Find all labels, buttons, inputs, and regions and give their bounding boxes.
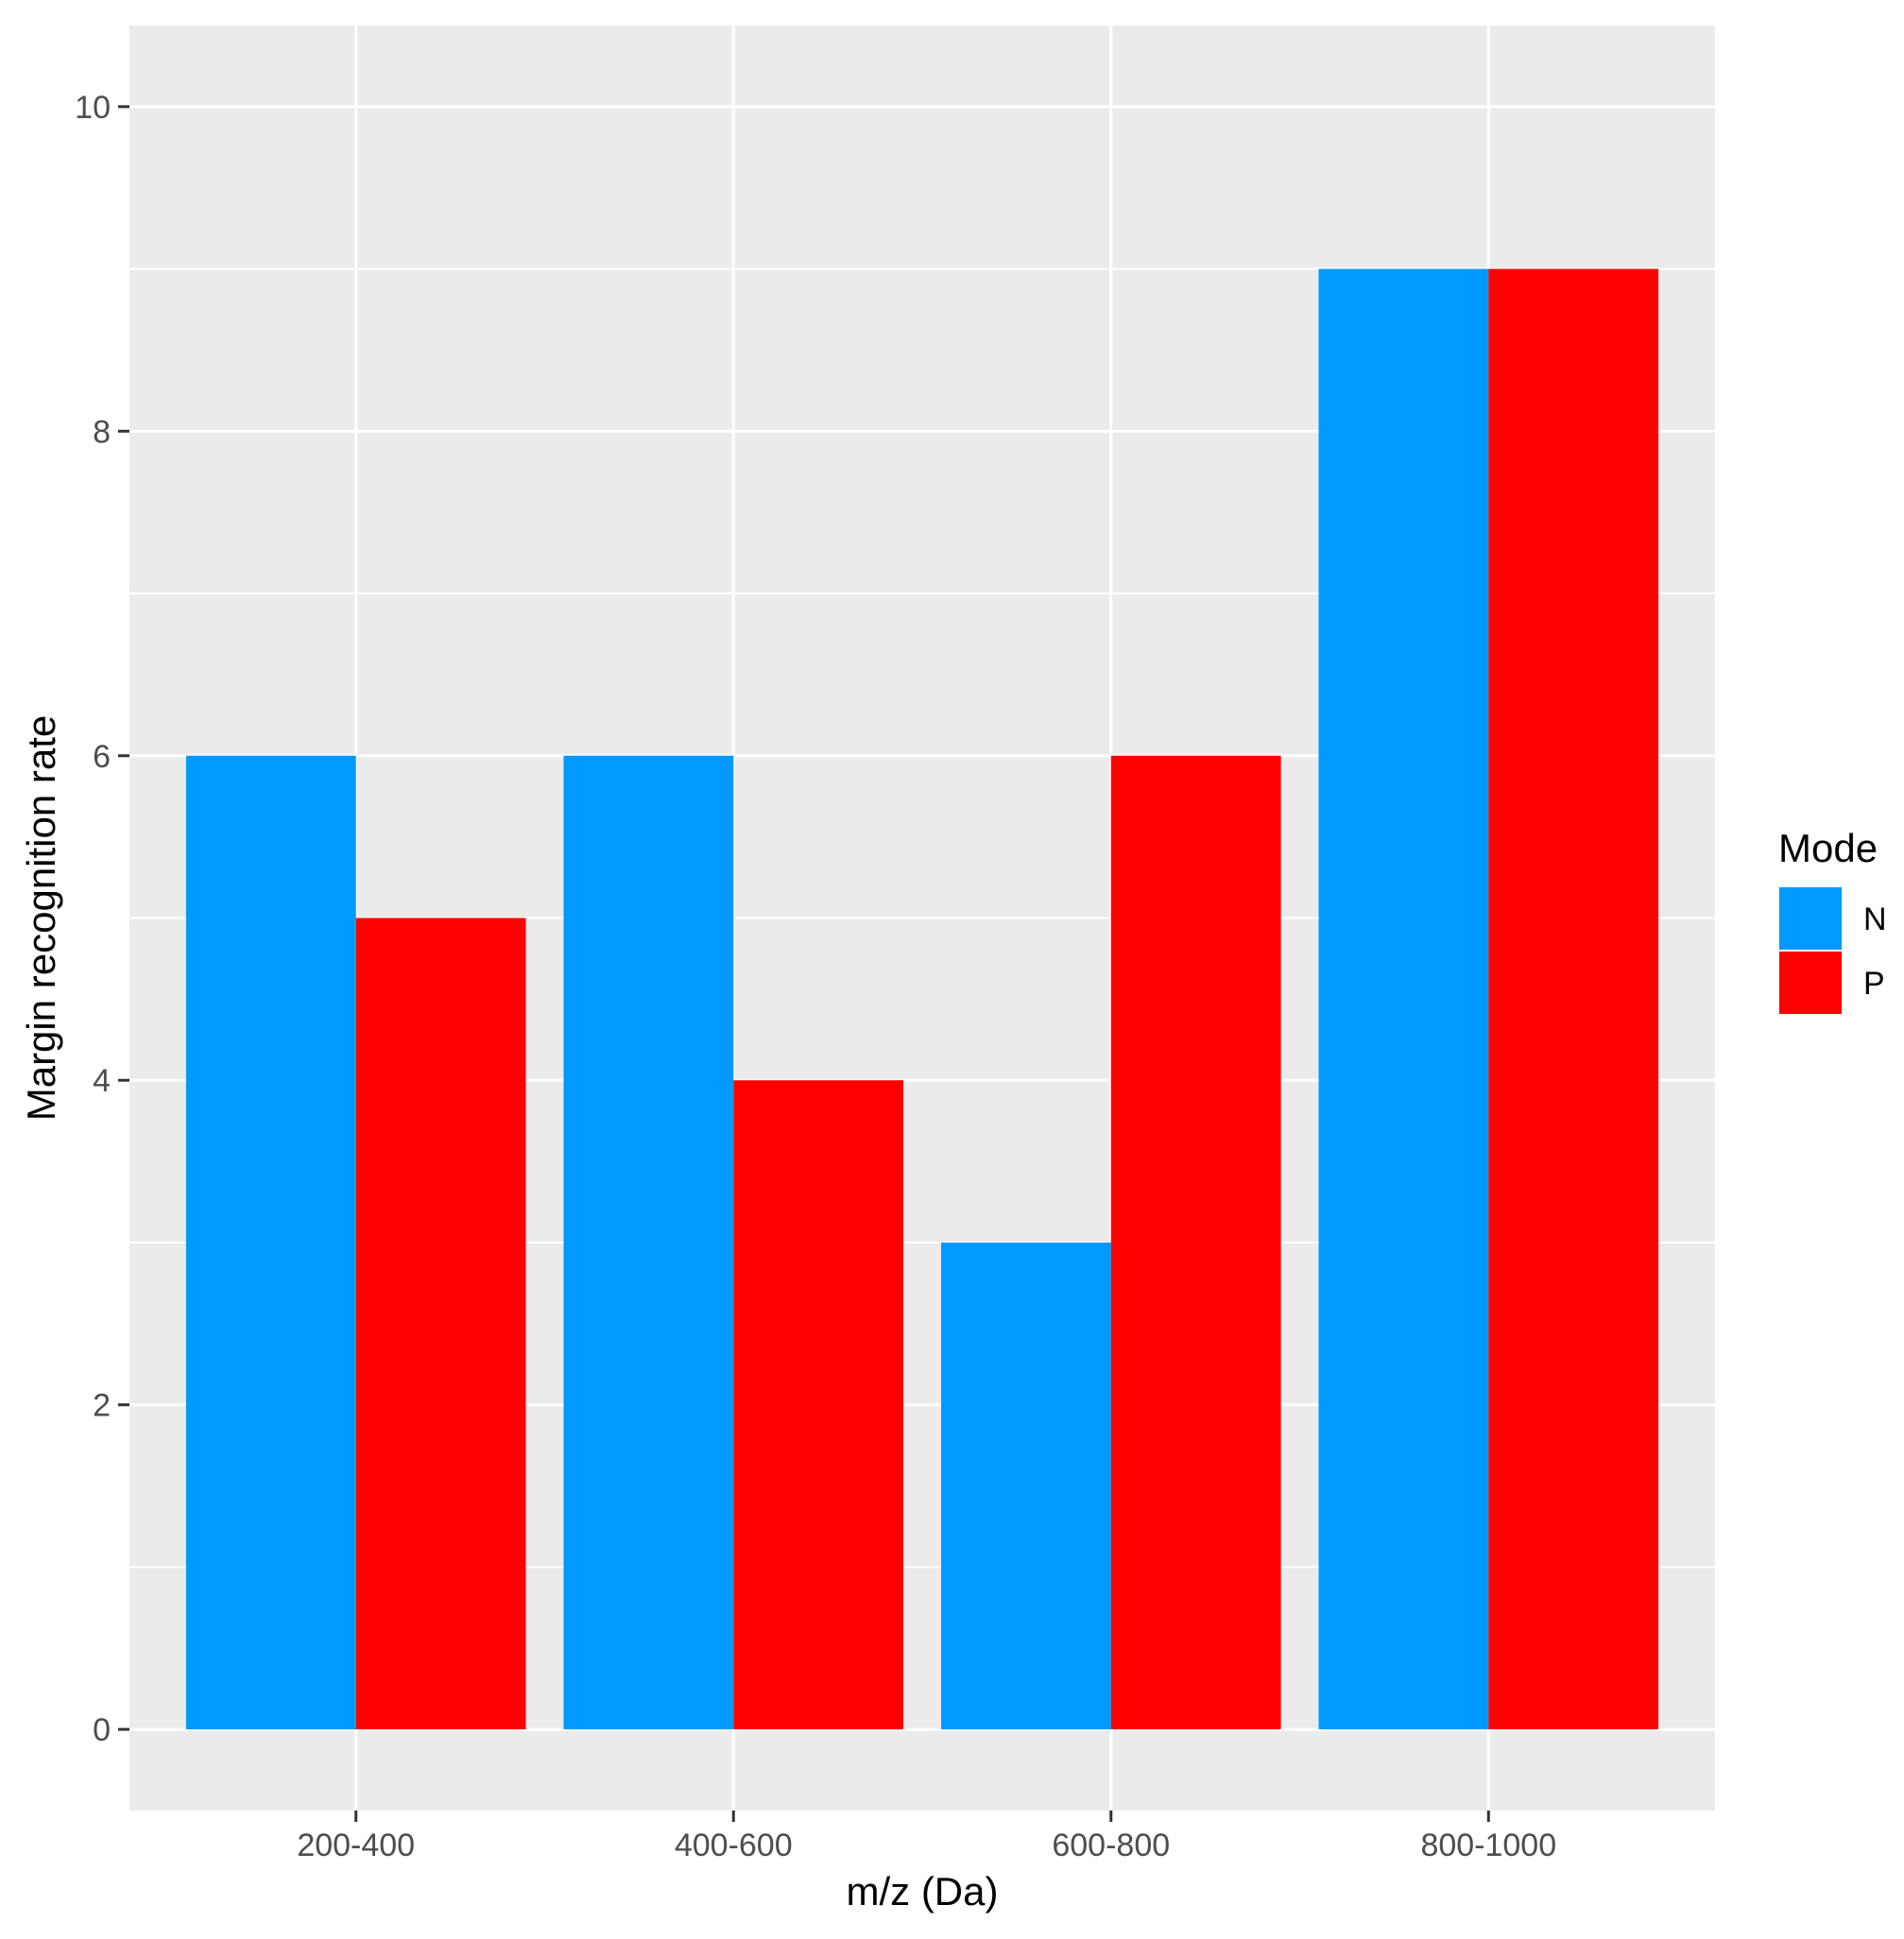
x-axis: 200-400 400-600 600-800 800-1000 xyxy=(297,1810,1556,1863)
y-tick-label: 2 xyxy=(93,1388,111,1424)
legend-key-p xyxy=(1779,952,1842,1014)
legend-label-n: N xyxy=(1863,901,1887,937)
y-axis-title: Margin recognition rate xyxy=(19,715,63,1122)
y-tick-label: 0 xyxy=(93,1712,111,1748)
y-tick-label: 4 xyxy=(93,1063,111,1099)
x-tick-label: 400-600 xyxy=(675,1827,793,1863)
bar-p-600-800 xyxy=(1110,755,1281,1730)
bar-n-800-1000 xyxy=(1318,268,1489,1730)
y-tick-label: 8 xyxy=(93,414,111,450)
y-axis: 0 2 4 6 8 10 xyxy=(75,90,129,1748)
bar-p-200-400 xyxy=(355,918,526,1730)
y-tick-label: 10 xyxy=(75,90,111,126)
x-axis-title: m/z (Da) xyxy=(847,1869,999,1913)
bar-n-200-400 xyxy=(185,755,356,1730)
legend-key-n xyxy=(1779,887,1842,950)
legend-label-p: P xyxy=(1863,966,1885,1002)
x-tick-label: 200-400 xyxy=(297,1827,415,1863)
legend: Mode NP xyxy=(1778,826,1887,1015)
bars xyxy=(185,268,1659,1730)
legend-title: Mode xyxy=(1778,826,1878,870)
y-tick-label: 6 xyxy=(93,739,111,775)
bar-n-400-600 xyxy=(563,755,734,1730)
bar-n-600-800 xyxy=(940,1242,1111,1730)
bar-p-400-600 xyxy=(733,1080,904,1730)
bar-p-800-1000 xyxy=(1488,268,1659,1730)
x-tick-label: 600-800 xyxy=(1052,1827,1170,1863)
x-tick-label: 800-1000 xyxy=(1420,1827,1556,1863)
